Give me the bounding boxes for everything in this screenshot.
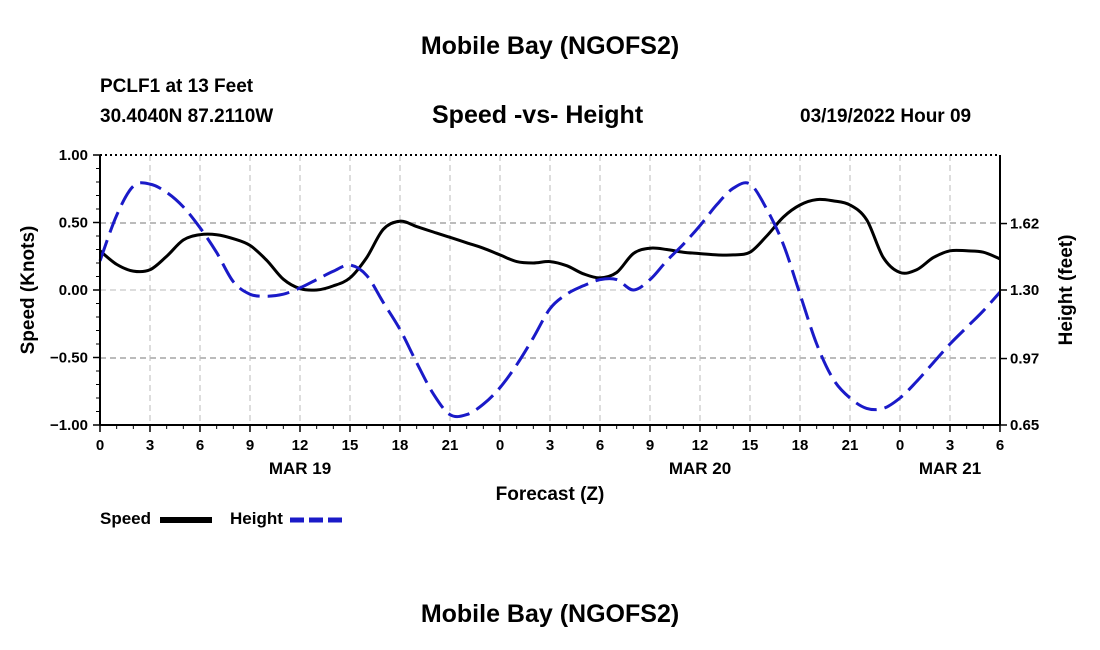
chart-grid xyxy=(100,155,1000,425)
y-tick-label: −1.00 xyxy=(50,417,88,434)
x-axis-title: Forecast (Z) xyxy=(496,484,605,505)
x-tick-label: 0 xyxy=(496,437,504,454)
y2-tick-label: 0.97 xyxy=(1010,351,1039,368)
x-tick-label: 18 xyxy=(792,437,809,454)
legend-height-label: Height xyxy=(230,509,283,528)
speed-height-chart: 0 3 6 9 12 15 18 21 0 3 6 9 12 15 18 21 0 3 6 MAR 19 MAR 20 M… xyxy=(18,147,1077,505)
x-tick-label: 9 xyxy=(246,437,254,454)
x-tick-label: 15 xyxy=(342,437,359,454)
x-tick-label: 18 xyxy=(392,437,409,454)
y-tick-label: 0.50 xyxy=(59,215,88,232)
x-date-label: MAR 21 xyxy=(919,459,981,478)
page-title: Mobile Bay (NGOFS2) xyxy=(420,32,680,60)
height-series-line xyxy=(98,181,1002,419)
y-axis-title: Speed (Knots) xyxy=(18,226,39,355)
footer-title: Mobile Bay (NGOFS2) xyxy=(420,600,680,628)
x-date-label: MAR 20 xyxy=(669,459,731,478)
x-tick-label: 3 xyxy=(146,437,154,454)
y2-axis-title: Height (feet) xyxy=(1056,235,1077,346)
y2-tick-label: 1.30 xyxy=(1010,282,1039,299)
x-date-label: MAR 19 xyxy=(269,459,331,478)
y-tick-label: 0.00 xyxy=(59,282,88,299)
station-label: PCLF1 at 13 Feet xyxy=(100,76,254,97)
forecast-timestamp: 03/19/2022 Hour 09 xyxy=(800,106,972,127)
y-tick-label: −0.50 xyxy=(50,350,88,367)
x-tick-label: 0 xyxy=(96,437,104,454)
x-tick-label: 21 xyxy=(842,437,859,454)
chart-axes xyxy=(93,154,1007,432)
x-tick-label: 6 xyxy=(996,437,1004,454)
legend-speed-label: Speed xyxy=(100,509,152,528)
legend-speed-swatch xyxy=(160,509,214,529)
x-tick-label: 3 xyxy=(546,437,554,454)
y2-tick-label: 1.62 xyxy=(1010,216,1039,233)
chart-labels: 0 3 6 9 12 15 18 21 0 3 6 9 12 15 18 21 0 3 6 MAR 19 MAR 20 M… xyxy=(18,147,1077,505)
chart-title: Speed -vs- Height xyxy=(432,101,644,129)
chart-series xyxy=(98,181,1002,419)
x-tick-label: 15 xyxy=(742,437,759,454)
x-tick-label: 9 xyxy=(646,437,654,454)
speed-series-line xyxy=(99,197,1001,292)
x-tick-label: 12 xyxy=(692,437,709,454)
x-tick-label: 6 xyxy=(196,437,204,454)
x-tick-label: 12 xyxy=(292,437,309,454)
x-tick-label: 3 xyxy=(946,437,954,454)
x-tick-label: 6 xyxy=(596,437,604,454)
coordinates-label: 30.4040N 87.2110W xyxy=(100,106,274,127)
y-tick-label: 1.00 xyxy=(59,147,88,164)
y2-tick-label: 0.65 xyxy=(1010,417,1039,434)
x-tick-label: 0 xyxy=(896,437,904,454)
legend-height-swatch xyxy=(290,509,344,529)
x-tick-label: 21 xyxy=(442,437,459,454)
